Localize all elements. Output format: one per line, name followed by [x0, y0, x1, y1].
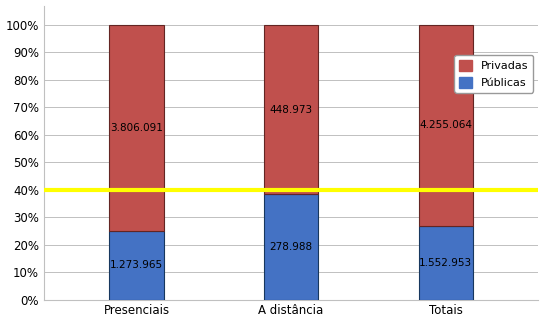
Text: 448.973: 448.973: [270, 105, 313, 115]
Legend: Privadas, Públicas: Privadas, Públicas: [454, 55, 533, 93]
Text: 4.255.064: 4.255.064: [419, 120, 472, 130]
Text: 3.806.091: 3.806.091: [110, 123, 163, 133]
Text: 1.552.953: 1.552.953: [419, 258, 472, 268]
Text: 1.273.965: 1.273.965: [110, 260, 163, 270]
Bar: [109, 25, 164, 231]
Bar: [264, 194, 318, 300]
Bar: [419, 226, 473, 300]
Bar: [264, 25, 318, 194]
Text: 278.988: 278.988: [270, 242, 313, 252]
Bar: [419, 25, 473, 226]
Bar: [109, 231, 164, 300]
